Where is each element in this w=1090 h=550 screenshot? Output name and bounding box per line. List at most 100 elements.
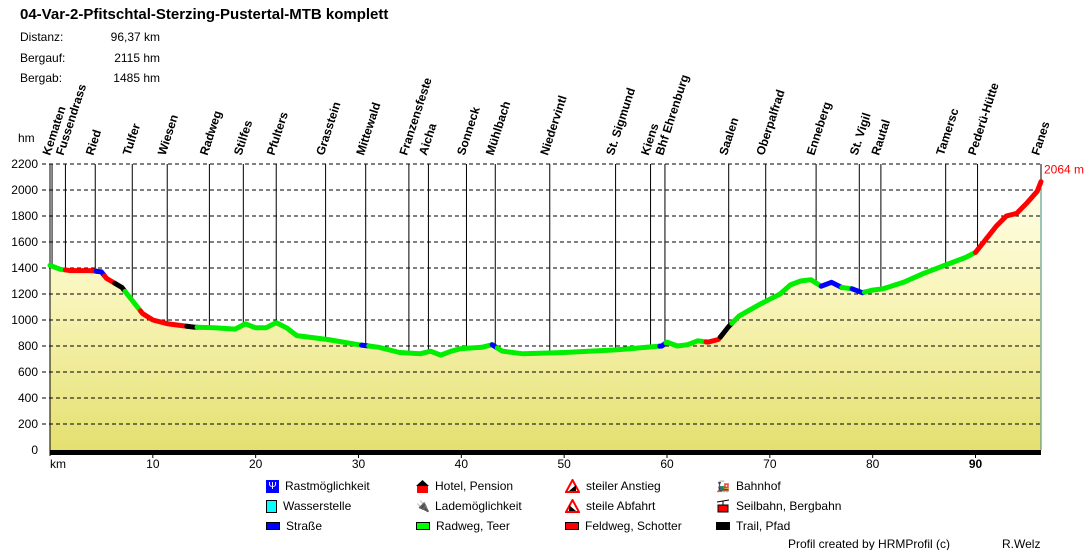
x-tick-label: 10 [146, 457, 160, 471]
route-title: 04-Var-2-Pfitschtal-Sterzing-Pustertal-M… [20, 6, 389, 23]
cable-car-icon [716, 499, 730, 513]
surface-segment [137, 308, 190, 329]
waypoint-label: Enneberg [804, 100, 834, 157]
surface-segment [62, 267, 99, 274]
road-bar-icon [266, 522, 280, 530]
end-elevation-label: 2064 m [1044, 163, 1084, 177]
x-axis-label: km [50, 457, 66, 471]
surface-segment [102, 273, 118, 286]
legend-rest: Ψ Rastmöglichkeit [266, 479, 370, 493]
x-tick-label: 20 [249, 457, 263, 471]
legend-gravel: Feldweg, Schotter [565, 519, 682, 533]
y-tick-label: 1800 [11, 209, 38, 223]
bike-path-bar-icon [416, 522, 430, 530]
waypoint-label: Ried [83, 128, 104, 157]
surface-segment [366, 342, 495, 358]
legend-label: Wasserstelle [283, 499, 352, 513]
trail-bar-icon [716, 522, 730, 530]
legend-station: 🚂 Bahnhof [716, 479, 781, 493]
legend-label: Feldweg, Schotter [585, 519, 682, 533]
waypoint-label: Saalen [716, 116, 741, 157]
x-tick-label: 80 [866, 457, 880, 471]
waypoint-label: Grasstein [313, 100, 343, 157]
x-tick-label: 70 [763, 457, 777, 471]
x-axis-bar [50, 450, 1041, 455]
legend-trail: Trail, Pfad [716, 519, 790, 533]
waypoint-label: Stilfes [231, 118, 256, 157]
waypoint-label: Wiesen [155, 113, 181, 157]
waypoint-label: Oberpalfrad [753, 88, 787, 157]
y-tick-label: 2000 [11, 183, 38, 197]
x-tick-label: 40 [455, 457, 469, 471]
x-tick-label: 30 [352, 457, 366, 471]
legend-road: Straße [266, 519, 322, 533]
stat-value: 1485 hm [113, 71, 160, 85]
stat-label: Bergauf: [20, 51, 66, 65]
legend-label: Straße [286, 519, 323, 533]
legend-hotel: Hotel, Pension [416, 479, 513, 493]
stat-ascent: Bergauf: 2115 hm [20, 51, 160, 65]
y-tick-label: 1600 [11, 235, 38, 249]
surface-segment [818, 279, 845, 290]
surface-segment [122, 288, 143, 314]
surface-segment [972, 179, 1044, 255]
house-icon [416, 479, 429, 493]
plug-icon: 🔌 [416, 500, 430, 513]
stat-label: Distanz: [20, 30, 64, 44]
gravel-bar-icon [565, 522, 579, 530]
y-tick-label: 1000 [11, 313, 38, 327]
stat-value: 96,37 km [110, 30, 160, 44]
y-tick-label: 600 [18, 365, 38, 379]
stat-descent: Bergab: 1485 hm [20, 71, 160, 85]
legend-bike-path: Radweg, Teer [416, 519, 510, 533]
legend-charging: 🔌 Lademöglichkeit [416, 499, 522, 513]
profile-area [50, 181, 1041, 450]
steep-climb-icon [565, 479, 580, 493]
surface-segment [729, 277, 824, 326]
legend-steep-climb: steiler Anstieg [565, 479, 661, 493]
surface-segment [663, 338, 709, 349]
waypoint-label: Fanes [1029, 119, 1053, 157]
x-tick-label: 90 [969, 457, 983, 471]
legend-label: steile Abfahrt [586, 499, 656, 513]
legend-label: Trail, Pfad [736, 519, 791, 533]
surface-segment [494, 343, 663, 357]
x-tick-label: 50 [557, 457, 571, 471]
legend-label: steiler Anstieg [586, 479, 661, 493]
stat-value: 2115 hm [114, 51, 160, 65]
waypoint-label: Tulfer [120, 121, 143, 156]
legend-label: Rastmöglichkeit [285, 479, 370, 493]
waypoint-label: St. Sigmund [603, 86, 638, 157]
x-tick-label: 60 [660, 457, 674, 471]
fork-knife-icon: Ψ [266, 479, 279, 493]
surface-segment [194, 320, 365, 348]
waypoint-label: Tamersc [933, 106, 961, 157]
waypoint-label: Pfulters [264, 110, 291, 157]
stat-distance: Distanz: 96,37 km [20, 30, 160, 44]
legend-steep-descent: steile Abfahrt [565, 499, 655, 513]
y-tick-label: 200 [18, 417, 38, 431]
legend-label: Bahnhof [736, 479, 781, 493]
y-tick-label: 1200 [11, 287, 38, 301]
y-tick-label: 0 [31, 443, 38, 457]
author-text: R.Welz [1002, 537, 1041, 550]
y-tick-label: 1400 [11, 261, 38, 275]
steep-descent-icon [565, 499, 580, 513]
legend-label: Hotel, Pension [435, 479, 514, 493]
y-axis-label: hm [18, 131, 35, 145]
credit-text: Profil created by HRMProfil (c) [788, 537, 951, 550]
train-icon: 🚂 [716, 480, 730, 493]
y-tick-label: 400 [18, 391, 38, 405]
legend-water: Wasserstelle [266, 499, 351, 513]
stat-label: Bergab: [20, 71, 63, 85]
waypoint-label: Rautal [868, 118, 893, 157]
legend-label: Radweg, Teer [436, 519, 510, 533]
y-tick-label: 2200 [11, 157, 38, 171]
legend-label: Lademöglichkeit [435, 499, 522, 513]
legend-label: Seilbahn, Bergbahn [736, 499, 842, 513]
y-tick-label: 800 [18, 339, 38, 353]
waypoint-label: Pederü-Hütte [965, 81, 1002, 157]
surface-segment [861, 249, 978, 295]
legend-cable-car: Seilbahn, Bergbahn [716, 499, 841, 513]
